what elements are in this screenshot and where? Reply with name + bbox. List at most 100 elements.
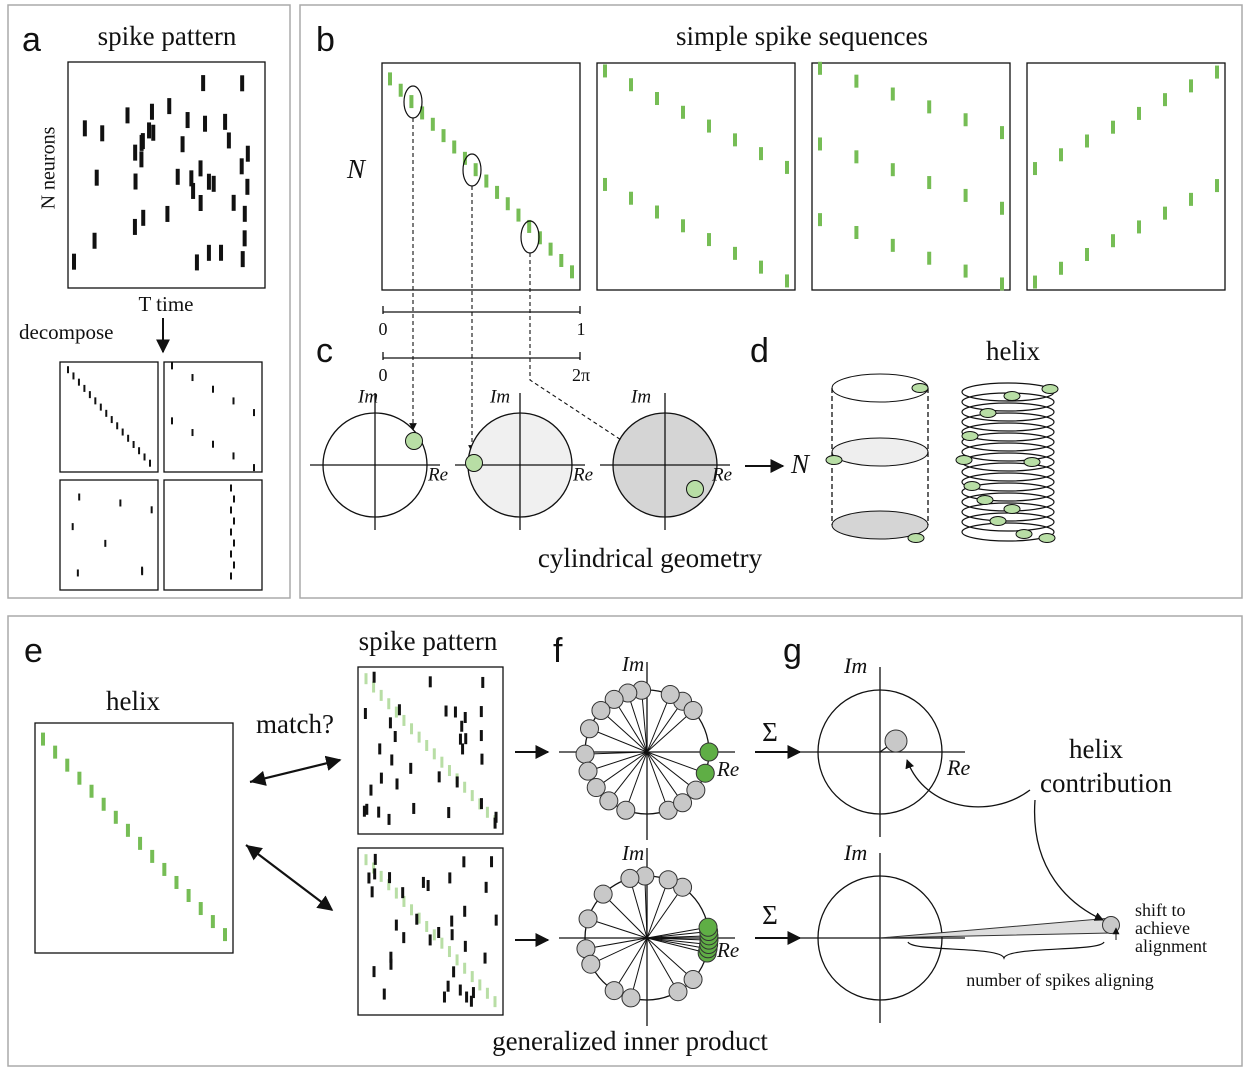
spike [428,676,432,688]
spike [629,78,633,92]
frame-e [7,615,1243,1067]
spike [1085,247,1089,261]
spoke [602,893,648,939]
phase-dot [620,868,640,888]
spike [629,191,633,205]
spike [463,781,467,793]
panel-frames [7,4,1243,1067]
spike [927,176,932,190]
spike [372,862,376,874]
double-arrow [249,755,342,786]
spike [485,987,489,999]
spike [447,807,451,819]
spike [469,995,473,1007]
spike [458,733,462,745]
spoke [585,751,648,755]
spike [174,875,179,889]
label-e: e [24,632,43,670]
spike [240,75,245,92]
helix-coil [961,522,1055,542]
spike [463,905,467,917]
phase-dot [976,495,994,505]
spike [240,251,245,268]
spike [390,754,394,766]
spike [150,849,155,863]
x-label-a: T time [138,292,193,316]
raster-box [67,61,266,289]
raster-box [59,479,159,591]
spoke [587,918,648,939]
shift-note-1: shift to [1135,900,1186,920]
spike [175,168,180,185]
spike [437,926,441,938]
spike [478,979,482,991]
scale1-start: 0 [379,319,388,339]
scale2-end: 2π [572,365,590,385]
spike [230,484,232,492]
spoke [646,700,683,753]
phase-dot [658,870,678,890]
spike [548,242,553,256]
phase-dot [698,917,718,937]
im-f2: Im [621,841,644,865]
resultant-dot [1102,916,1120,934]
spoke [630,937,648,999]
spike [655,92,659,106]
spike [527,219,532,233]
spike [94,397,97,405]
spike [452,966,456,978]
spike [41,732,45,746]
spike [101,797,106,811]
phase-dot [1038,533,1056,543]
spike [425,739,429,751]
re-g1: Re [946,755,970,780]
spike [473,163,478,177]
raster-box [34,722,234,954]
re-c1: Re [427,464,448,485]
spike [364,854,368,866]
phase-dot [599,791,619,811]
spike [116,422,119,430]
spike [446,980,450,992]
spike [387,813,391,825]
spike [388,872,392,884]
double-arrow [245,844,334,911]
spike [707,119,711,133]
phase-dot [695,763,715,783]
spike [470,971,474,983]
spike [493,817,497,829]
spike [230,572,232,580]
spoke [613,937,648,991]
highlight [462,153,482,187]
phase-dot [699,742,719,762]
raster-box [1026,62,1226,291]
spike [198,160,203,177]
spike [105,409,108,417]
spike [378,743,382,755]
spike [442,991,446,1003]
spike [185,112,190,129]
raster-box [163,479,263,591]
y-label-a: N neurons [38,126,60,209]
spike [180,136,185,153]
spike [464,733,468,745]
spike [1085,134,1089,148]
spike [409,95,414,109]
helix-contribution-1: helix [1069,734,1123,764]
spike [201,75,206,92]
spike [1137,220,1141,234]
spike [854,74,859,88]
spike [245,178,250,195]
spike [412,802,416,814]
spike [365,803,369,815]
raster-box [381,62,581,291]
spoke [595,751,648,788]
phase-dot [581,954,601,974]
spoke [646,926,709,939]
spike [245,145,250,162]
spike [1137,106,1141,120]
phase-dot [586,778,606,798]
spoke [646,931,709,939]
spike [133,173,138,190]
spike [1111,234,1115,248]
